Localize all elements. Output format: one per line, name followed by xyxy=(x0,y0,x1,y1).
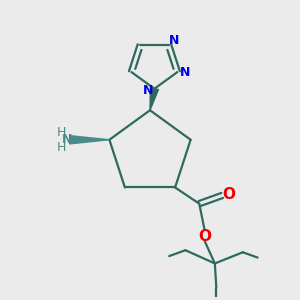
Text: N: N xyxy=(180,66,190,79)
Text: N: N xyxy=(169,34,180,47)
Text: O: O xyxy=(222,187,235,202)
Polygon shape xyxy=(150,88,158,110)
Text: H: H xyxy=(57,141,66,154)
Text: N: N xyxy=(62,133,73,146)
Text: N: N xyxy=(143,84,153,97)
Text: H: H xyxy=(57,126,66,139)
Polygon shape xyxy=(70,136,110,144)
Text: O: O xyxy=(199,229,212,244)
